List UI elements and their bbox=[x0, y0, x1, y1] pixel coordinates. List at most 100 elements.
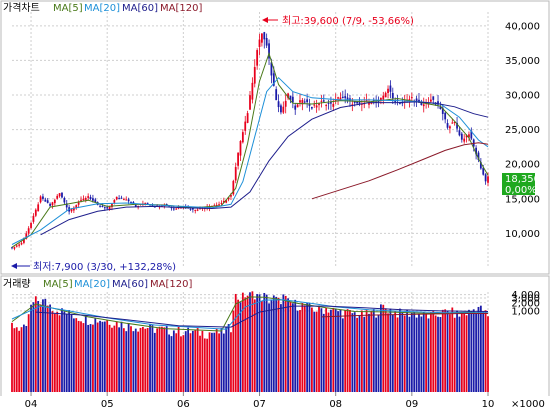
volume-bar bbox=[313, 311, 316, 392]
volume-bar bbox=[299, 310, 301, 392]
volume-bar bbox=[337, 311, 339, 392]
volume-bar bbox=[360, 310, 363, 392]
volume-bar bbox=[182, 335, 185, 392]
candle-body bbox=[161, 205, 163, 207]
high-annotation-text: 최고:39,600 (7/9, -53,66%) bbox=[282, 15, 414, 27]
volume-bar bbox=[330, 309, 332, 392]
x-tick-label: 05 bbox=[101, 399, 114, 410]
candle-body bbox=[51, 202, 54, 206]
volume-bar bbox=[77, 320, 80, 392]
candle-body bbox=[408, 99, 411, 101]
volume-bar bbox=[163, 327, 166, 392]
volume-bar bbox=[63, 311, 66, 392]
volume-bar bbox=[315, 311, 318, 392]
candle-body bbox=[99, 205, 101, 207]
candle-body bbox=[156, 205, 159, 207]
candle-body bbox=[334, 99, 337, 101]
volume-bar bbox=[153, 332, 156, 392]
candle-body bbox=[294, 105, 297, 110]
volume-bar bbox=[213, 332, 216, 392]
volume-legend-ma20: MA[20] bbox=[74, 279, 110, 290]
candle-body bbox=[65, 203, 68, 208]
candle-body bbox=[103, 207, 106, 209]
candle-body bbox=[194, 209, 197, 211]
volume-bar bbox=[72, 318, 75, 392]
volume-bar bbox=[241, 292, 244, 392]
volume-bar bbox=[92, 324, 94, 392]
candle-body bbox=[380, 97, 382, 101]
volume-bar bbox=[410, 312, 413, 392]
volume-bar bbox=[251, 291, 254, 392]
volume-bar bbox=[184, 331, 187, 392]
volume-bar bbox=[227, 324, 230, 392]
volume-bar bbox=[446, 310, 449, 392]
candle-body bbox=[330, 102, 332, 104]
volume-bar bbox=[177, 326, 180, 392]
candle-body bbox=[460, 133, 463, 140]
volume-bar bbox=[451, 307, 454, 392]
volume-bar bbox=[103, 321, 106, 392]
candle-body bbox=[111, 203, 113, 208]
volume-bar bbox=[191, 330, 194, 392]
candle-body bbox=[339, 97, 342, 101]
candle-body bbox=[80, 199, 82, 201]
volume-bar bbox=[68, 310, 71, 392]
candle-body bbox=[351, 104, 354, 106]
candle-body bbox=[446, 123, 449, 128]
candle-body bbox=[453, 121, 456, 123]
volume-bar bbox=[418, 314, 420, 392]
volume-bar bbox=[439, 317, 442, 392]
candle-body bbox=[391, 92, 394, 99]
volume-bar bbox=[284, 295, 287, 392]
volume-bar bbox=[403, 315, 406, 392]
volume-bar bbox=[61, 308, 63, 392]
volume-bar bbox=[282, 294, 285, 392]
volume-bar bbox=[406, 310, 408, 392]
candle-body bbox=[34, 209, 37, 216]
candle-body bbox=[39, 196, 42, 203]
candle-body bbox=[289, 95, 292, 100]
volume-bar bbox=[106, 320, 109, 392]
volume-bar bbox=[327, 312, 330, 392]
price-moving-averages bbox=[11, 51, 489, 248]
x-tick-label: 10 bbox=[482, 399, 495, 410]
volume-bar bbox=[156, 328, 159, 392]
price-tick-label: 25,000 bbox=[505, 125, 540, 136]
price-grid bbox=[12, 12, 489, 268]
candle-body bbox=[256, 50, 259, 66]
volume-bar bbox=[144, 328, 147, 392]
candle-body bbox=[420, 102, 423, 106]
candle-body bbox=[189, 208, 192, 210]
volume-bar bbox=[215, 328, 218, 392]
price-tick-label: 35,000 bbox=[505, 56, 540, 67]
candle-body bbox=[332, 103, 335, 107]
candle-body bbox=[84, 198, 87, 200]
candle-body bbox=[303, 101, 306, 103]
volume-bar bbox=[427, 318, 430, 392]
volume-bar bbox=[225, 326, 228, 392]
candle-body bbox=[368, 102, 370, 105]
volume-bar bbox=[382, 304, 385, 392]
volume-bar bbox=[132, 331, 135, 392]
volume-bar bbox=[320, 308, 323, 392]
volume-bar bbox=[358, 315, 361, 392]
volume-bar bbox=[375, 317, 378, 392]
legend-ma120: MA[120] bbox=[160, 3, 202, 14]
candle-body bbox=[310, 106, 313, 109]
candle-body bbox=[415, 98, 418, 102]
candle-body bbox=[23, 237, 25, 243]
volume-bar bbox=[130, 326, 132, 392]
price-panel-frame bbox=[0, 0, 550, 275]
candle-body bbox=[382, 95, 385, 100]
candle-body bbox=[49, 203, 51, 206]
candle-body bbox=[475, 147, 477, 155]
volume-bar bbox=[263, 292, 266, 392]
volume-bar bbox=[120, 321, 123, 392]
candle-body bbox=[484, 174, 487, 182]
candle-body bbox=[94, 199, 97, 203]
volume-bar bbox=[196, 328, 199, 392]
candle-body bbox=[337, 97, 339, 99]
candle-body bbox=[268, 43, 270, 59]
volume-bar bbox=[296, 310, 299, 392]
volume-bar bbox=[234, 293, 237, 392]
